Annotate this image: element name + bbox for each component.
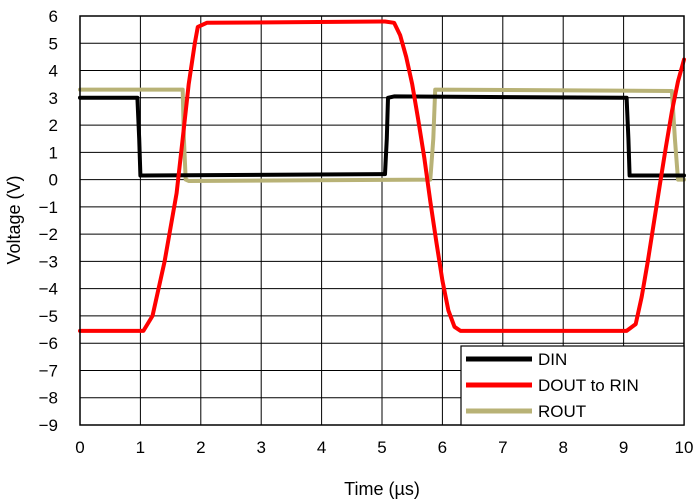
x-tick-label: 6 — [438, 438, 447, 457]
x-tick-labels: 0 1 2 3 4 5 6 7 8 9 10 — [75, 438, 693, 457]
x-axis-label: Time (µs) — [344, 479, 420, 499]
y-tick-label: −2 — [39, 225, 58, 244]
x-tick-label: 10 — [675, 438, 694, 457]
y-tick-label: −6 — [39, 334, 58, 353]
y-axis-label: Voltage (V) — [4, 175, 24, 264]
plot-frame — [79, 15, 685, 426]
y-tick-label: −4 — [39, 280, 58, 299]
y-tick-label: −7 — [39, 361, 58, 380]
y-tick-label: −1 — [39, 198, 58, 217]
x-tick-label: 5 — [377, 438, 386, 457]
x-tick-label: 7 — [498, 438, 507, 457]
y-tick-label: 4 — [49, 62, 58, 81]
legend-label: DIN — [538, 350, 567, 369]
series-layer — [78, 19, 686, 333]
legend: DIN DOUT to RIN ROUT — [460, 345, 685, 426]
y-tick-label: 5 — [49, 34, 58, 53]
x-tick-label: 2 — [196, 438, 205, 457]
legend-label: ROUT — [538, 402, 586, 421]
y-tick-label: −3 — [39, 252, 58, 271]
y-tick-label: 2 — [49, 116, 58, 135]
legend-label: DOUT to RIN — [538, 376, 639, 395]
y-tick-label: −9 — [39, 416, 58, 435]
x-tick-label: 9 — [619, 438, 628, 457]
series-line-dout-to-rin — [78, 19, 686, 333]
y-tick-label: −5 — [39, 307, 58, 326]
y-tick-label: 6 — [49, 7, 58, 26]
x-tick-label: 0 — [75, 438, 84, 457]
x-tick-label: 8 — [558, 438, 567, 457]
x-tick-label: 4 — [317, 438, 326, 457]
series-line-din — [78, 94, 686, 178]
y-tick-labels: 6 5 4 3 2 1 0 −1 −2 −3 −4 −5 −6 −7 −8 −9 — [39, 7, 58, 435]
y-tick-label: 3 — [49, 89, 58, 108]
y-tick-label: −8 — [39, 389, 58, 408]
x-tick-label: 3 — [256, 438, 265, 457]
y-tick-label: 0 — [49, 171, 58, 190]
y-tick-label: 1 — [49, 143, 58, 162]
x-tick-label: 1 — [136, 438, 145, 457]
